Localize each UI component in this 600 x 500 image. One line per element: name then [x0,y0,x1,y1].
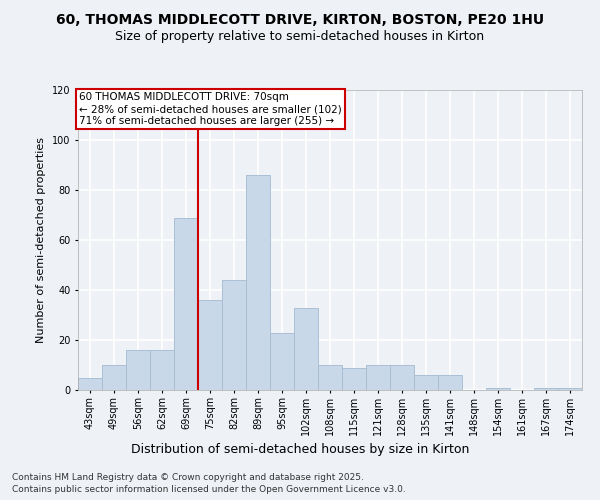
Bar [558,388,582,390]
Bar [174,218,198,390]
Text: 60, THOMAS MIDDLECOTT DRIVE, KIRTON, BOSTON, PE20 1HU: 60, THOMAS MIDDLECOTT DRIVE, KIRTON, BOS… [56,12,544,26]
Bar [438,375,462,390]
Bar [342,368,366,390]
Y-axis label: Number of semi-detached properties: Number of semi-detached properties [37,137,46,343]
Bar [294,308,318,390]
Bar [102,365,126,390]
Bar [222,280,246,390]
Bar [78,378,102,390]
Bar [246,175,270,390]
Bar [534,388,558,390]
Bar [486,388,510,390]
Text: Size of property relative to semi-detached houses in Kirton: Size of property relative to semi-detach… [115,30,485,43]
Bar [150,350,174,390]
Bar [366,365,390,390]
Text: Contains public sector information licensed under the Open Government Licence v3: Contains public sector information licen… [12,485,406,494]
Bar [414,375,438,390]
Text: 60 THOMAS MIDDLECOTT DRIVE: 70sqm
← 28% of semi-detached houses are smaller (102: 60 THOMAS MIDDLECOTT DRIVE: 70sqm ← 28% … [79,92,342,126]
Bar [318,365,342,390]
Text: Contains HM Land Registry data © Crown copyright and database right 2025.: Contains HM Land Registry data © Crown c… [12,472,364,482]
Text: Distribution of semi-detached houses by size in Kirton: Distribution of semi-detached houses by … [131,442,469,456]
Bar [126,350,150,390]
Bar [270,332,294,390]
Bar [198,300,222,390]
Bar [390,365,414,390]
